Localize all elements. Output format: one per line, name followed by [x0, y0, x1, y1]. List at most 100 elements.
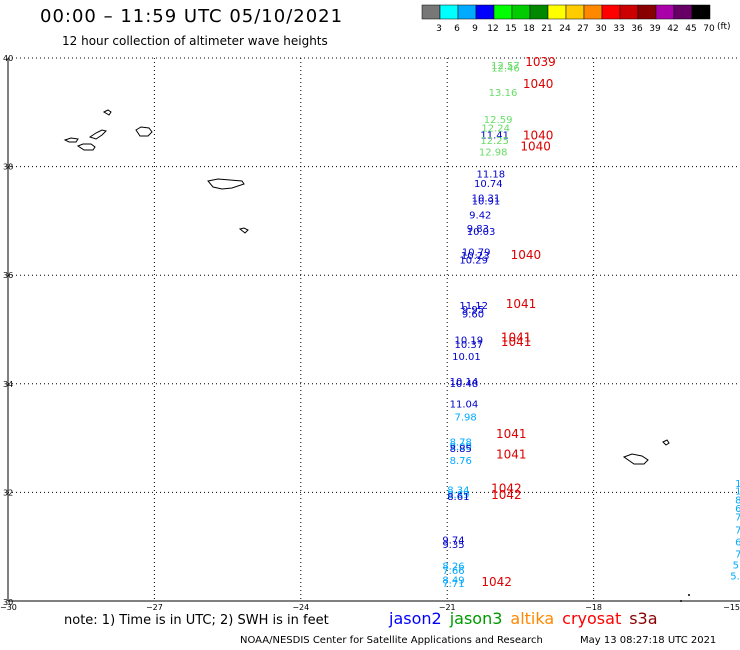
footnote: note: 1) Time is in UTC; 2) SWH is in fe… — [64, 613, 329, 628]
swh-value: 13.16 — [489, 88, 518, 99]
scale-tick-label: 9 — [472, 24, 478, 34]
lat-tick-label: 30 — [3, 598, 13, 607]
scale-tick-label: 18 — [523, 24, 535, 34]
scale-tick-label: 21 — [541, 24, 552, 34]
swh-value: 10.14 — [450, 377, 479, 388]
pressure-value: 1040 — [511, 248, 542, 262]
swh-value: 12.59 — [484, 115, 513, 126]
color-scale: 3 6 9 12 15 18 21 24 27 30 33 36 39 42 45 70 — [421, 4, 715, 34]
swh-value: 9.74 — [442, 535, 464, 546]
satellite-legend: jason2 jason3 altika cryosat s3a — [389, 609, 666, 628]
island-outline — [88, 129, 107, 140]
lat-tick-label: 40 — [3, 54, 13, 63]
swh-value: 8.76 — [450, 456, 472, 467]
scale-tick-label: 30 — [595, 24, 607, 34]
island-outline — [135, 126, 153, 137]
swh-value: 7.19 — [735, 550, 740, 561]
swh-value: 10.48 — [450, 379, 479, 390]
swh-value: 7.66 — [442, 566, 464, 577]
swh-value: 10.19 — [455, 336, 484, 347]
swh-value: 11.12 — [459, 301, 488, 312]
lon-tick-label: −30 — [0, 603, 17, 612]
lat-tick-label: 38 — [3, 163, 13, 172]
pressure-value: 1041 — [506, 297, 537, 311]
scale-tick-label: 27 — [577, 24, 588, 34]
scale-tick-label: 3 — [436, 24, 442, 34]
swh-value: 12.98 — [479, 148, 508, 159]
pressure-value: 1042 — [491, 481, 522, 495]
scale-tick-label: 12 — [487, 24, 498, 34]
swh-value: 8.89 — [447, 490, 469, 501]
island-dot — [680, 600, 682, 602]
pressure-value: 1041 — [496, 448, 527, 462]
scale-tick-label: 36 — [631, 24, 643, 34]
satellite-legend-item: jason2 — [389, 609, 442, 628]
island-outline — [662, 439, 670, 446]
scale-tick-label: 39 — [649, 24, 661, 34]
lat-tick-label: 32 — [3, 488, 13, 497]
swh-value: 10.31 — [472, 193, 501, 204]
swh-value: 7.93 — [735, 526, 740, 537]
pressure-value: 1040 — [523, 77, 554, 91]
swh-value: 12.57 — [491, 61, 520, 72]
swh-value: 9.35 — [442, 540, 464, 551]
lon-tick-label: −18 — [585, 603, 602, 612]
swh-value: 8. — [735, 495, 740, 506]
scale-tick-label: 15 — [505, 24, 516, 34]
swh-value: 7.71 — [442, 579, 464, 590]
swh-value: 10.91 — [472, 197, 501, 208]
scale-swatch — [691, 4, 711, 20]
swh-value: 5.72 — [730, 571, 740, 582]
scale-tick-label: 24 — [559, 24, 571, 34]
scale-tick-label: 70 — [703, 24, 715, 34]
swh-value: 10 — [735, 487, 740, 498]
credit-text: NOAA/NESDIS Center for Satellite Applica… — [240, 635, 543, 646]
swh-value: 9.00 — [450, 442, 472, 453]
chart-subtitle: 12 hour collection of altimeter wave hei… — [62, 34, 328, 48]
coastlines — [63, 109, 670, 465]
island-outline — [207, 178, 245, 190]
pressure-value: 1040 — [520, 139, 551, 153]
swh-value: 6.6 — [735, 504, 740, 515]
lon-tick-label: −21 — [439, 603, 456, 612]
swh-value: 8.49 — [442, 576, 464, 587]
satellite-legend-item: cryosat — [562, 609, 622, 628]
swh-value: 8.85 — [450, 444, 472, 455]
swh-value: 8.26 — [442, 562, 464, 573]
lon-tick-label: −27 — [146, 603, 163, 612]
chart-title: 00:00 – 11:59 UTC 05/10/2021 — [40, 6, 344, 27]
satellite-legend-item: s3a — [629, 609, 658, 628]
scale-unit-label: (ft) — [717, 22, 731, 32]
swh-value: 10 — [735, 479, 740, 490]
swh-value: 9.60 — [462, 310, 484, 321]
swh-value: 10.01 — [452, 352, 481, 363]
island-outline — [622, 453, 649, 465]
lat-tick-label: 36 — [3, 271, 13, 280]
swh-value: 10.74 — [474, 179, 503, 190]
swh-value: 5.46 — [733, 560, 740, 571]
swh-value: 9.95 — [462, 305, 484, 316]
island-outline — [102, 109, 112, 116]
swh-value: 11.18 — [476, 169, 505, 180]
island-outline — [76, 143, 96, 151]
swh-value: 7.98 — [455, 413, 477, 424]
swh-value: 8.34 — [447, 485, 469, 496]
pressure-value: 1041 — [496, 427, 527, 441]
lon-tick-label: −15 — [723, 603, 740, 612]
swh-value: 11.41 — [480, 130, 509, 141]
scale-tick-label: 33 — [613, 24, 624, 34]
swh-value: 10.03 — [467, 227, 496, 238]
scale-tick-label: 42 — [667, 24, 678, 34]
swh-value: 9.42 — [469, 211, 491, 222]
swh-value: 11.04 — [450, 400, 479, 411]
scale-tick-label: 45 — [685, 24, 696, 34]
swh-value: 9.83 — [467, 224, 489, 235]
island-outline — [238, 227, 249, 234]
island-dot — [688, 594, 690, 596]
scale-tick-label: 6 — [454, 24, 460, 34]
pressure-value: 1041 — [501, 335, 532, 349]
swh-value: 10.29 — [459, 255, 488, 266]
pressure-value: 1041 — [501, 330, 532, 344]
swh-value: 12.46 — [491, 64, 520, 75]
